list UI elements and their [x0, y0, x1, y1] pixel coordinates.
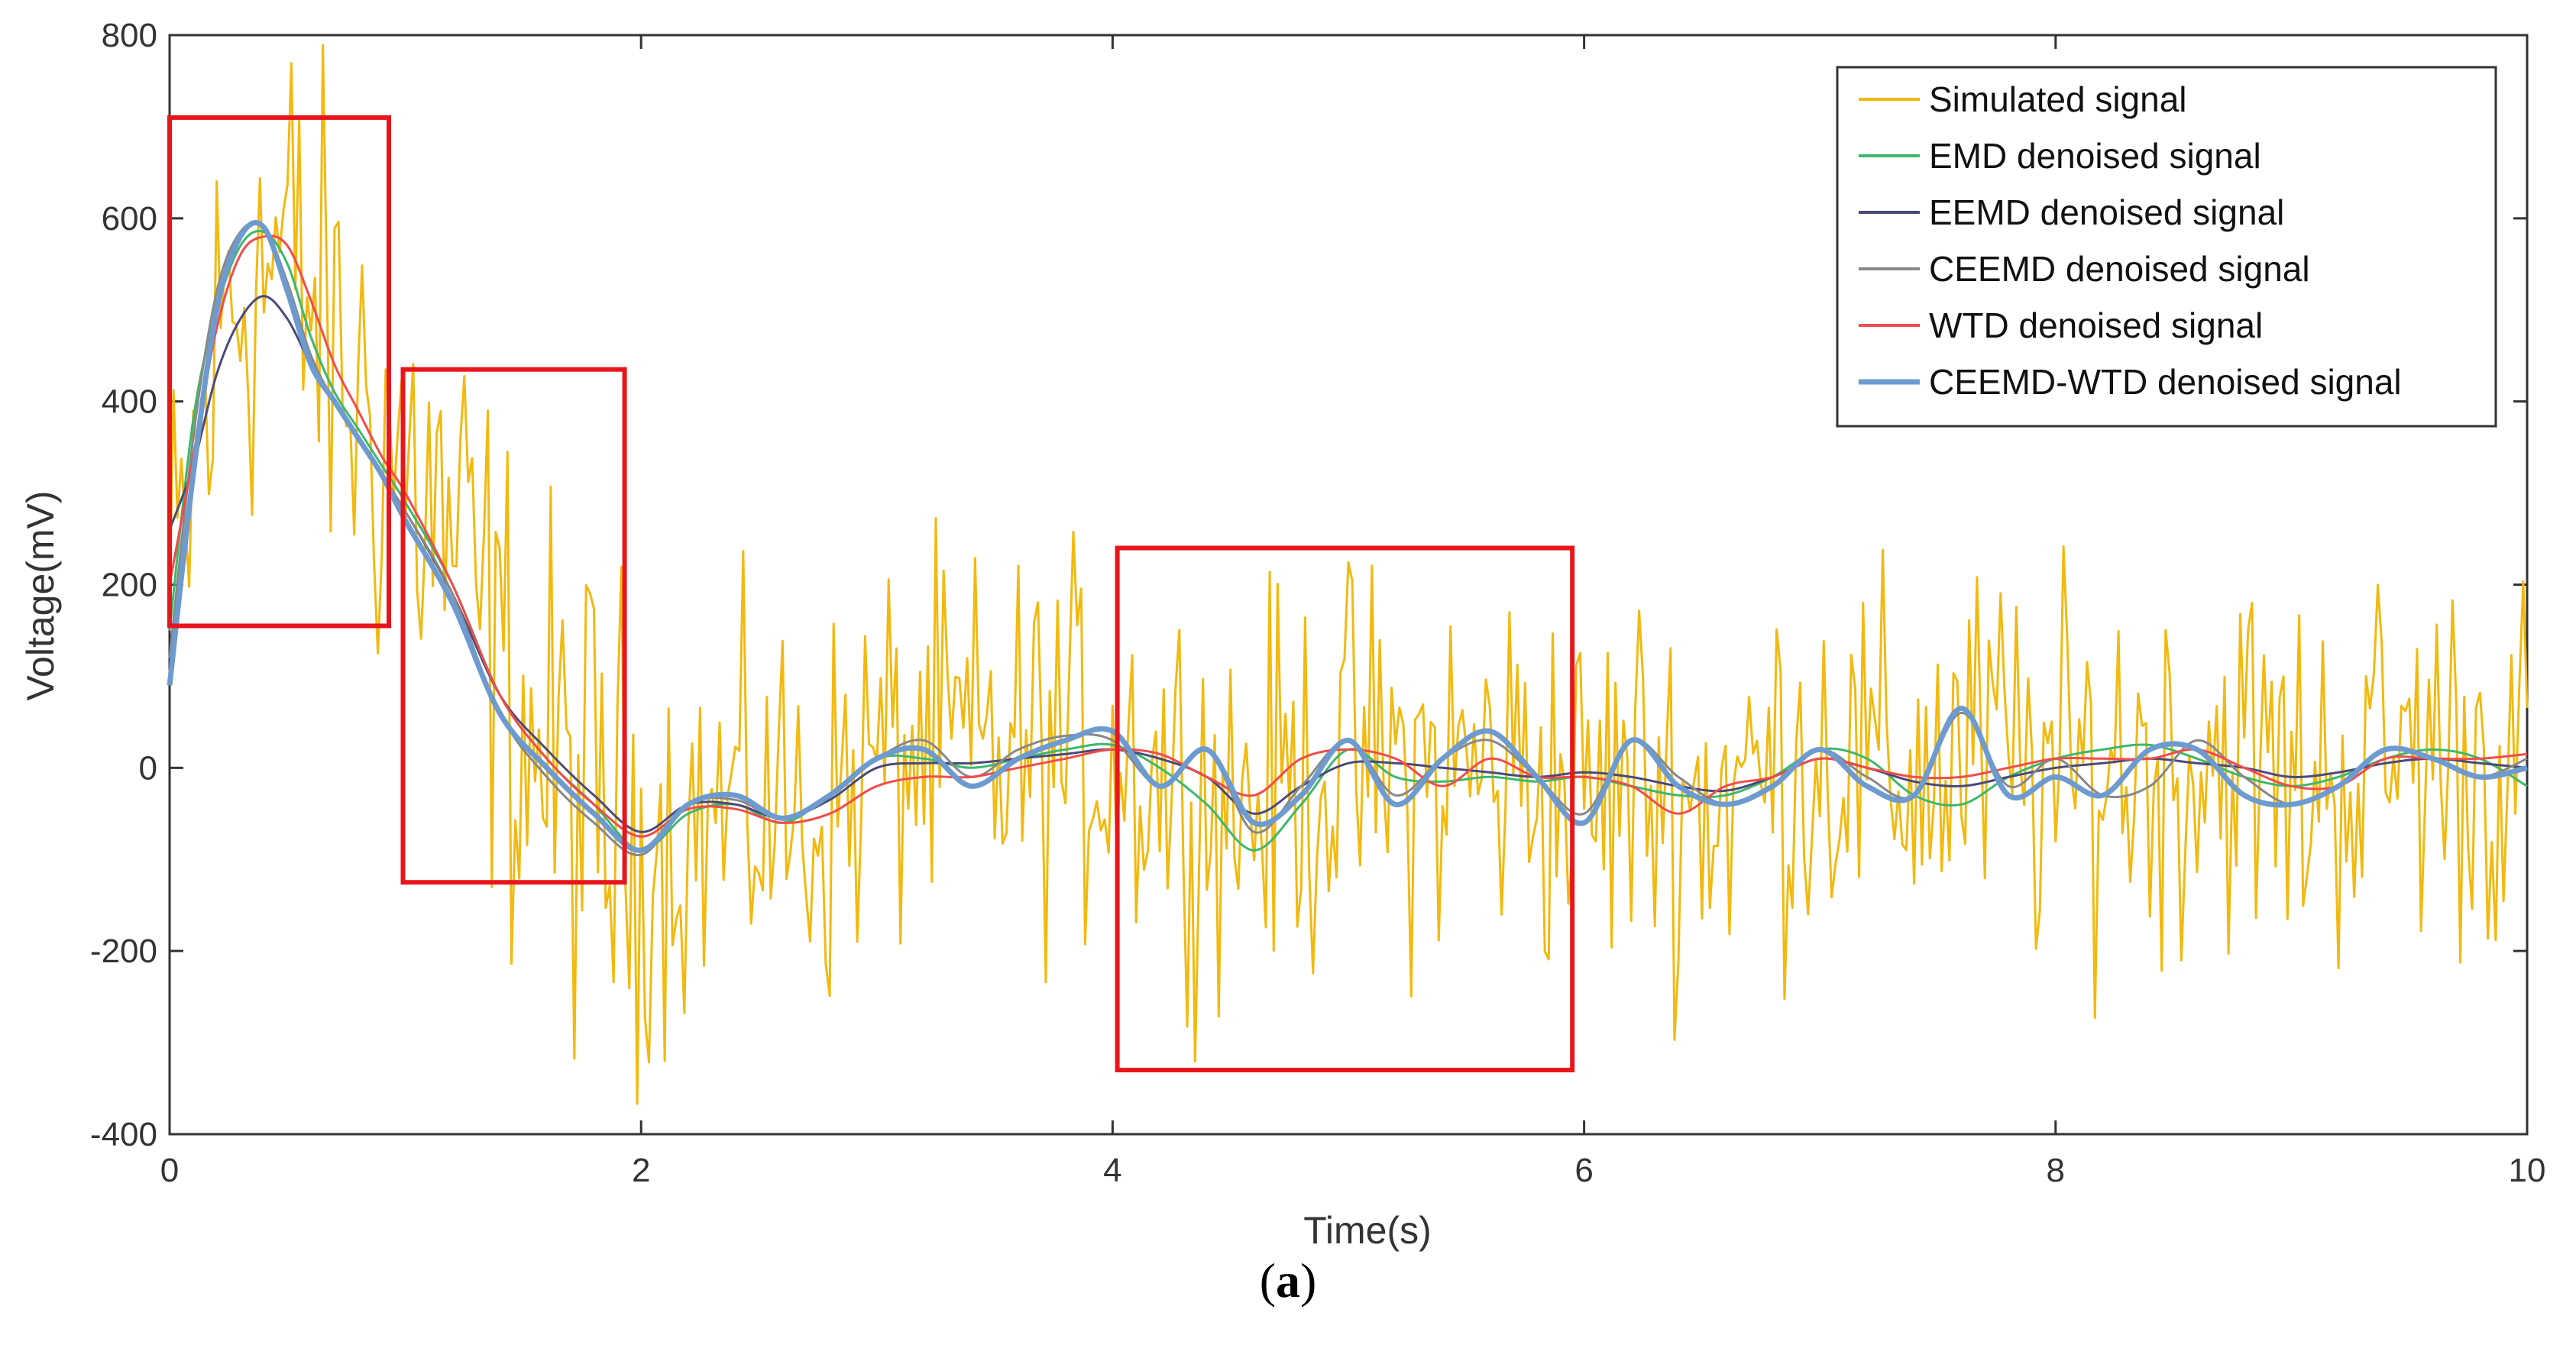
legend-label: Simulated signal: [1929, 79, 2187, 119]
legend-box: [1836, 66, 2497, 428]
series-line-5: [167, 220, 2528, 853]
legend: Simulated signal EMD denoised signal EEMD …: [1836, 66, 2497, 428]
legend-label: WTD denoised signal: [1929, 305, 2263, 345]
series-line-4: [168, 234, 2528, 838]
x-tick-label: 0: [160, 1152, 179, 1189]
y-tick-label: 200: [102, 567, 157, 604]
x-tick-label: 2: [632, 1152, 650, 1189]
legend-label: CEEMD denoised signal: [1929, 249, 2310, 289]
highlight-rect-2: [1115, 545, 1575, 1073]
highlight-rect-0: [167, 115, 391, 629]
series-line-0: [168, 44, 2529, 1105]
y-tick-label: -200: [90, 933, 157, 970]
caption-open: (: [1259, 1253, 1276, 1308]
x-axis-label: Time(s): [1303, 1209, 1432, 1252]
legend-label: EEMD denoised signal: [1929, 192, 2284, 232]
tick-labels: 0 2 4 6 8 10 -400 -200 0 200 400 600 800: [90, 17, 2546, 1189]
x-tick-label: 4: [1103, 1152, 1121, 1189]
caption-letter: a: [1276, 1253, 1300, 1308]
caption-close: ): [1300, 1253, 1317, 1308]
x-tick-label: 10: [2509, 1152, 2546, 1189]
annotation-rects: [167, 115, 1575, 1073]
legend-label: EMD denoised signal: [1929, 136, 2261, 176]
y-tick-label: 400: [102, 383, 157, 421]
plot-lines: [167, 44, 2529, 1105]
y-axis-label: Voltage(mV): [19, 490, 62, 700]
x-tick-label: 6: [1574, 1152, 1593, 1189]
y-tick-label: 0: [139, 749, 157, 787]
y-tick-label: 600: [102, 200, 157, 238]
y-tick-label: -400: [90, 1116, 157, 1153]
legend-label: CEEMD-WTD denoised signal: [1929, 362, 2402, 402]
figure-caption: (a): [0, 1253, 2576, 1309]
y-tick-label: 800: [102, 17, 157, 54]
highlight-rect-1: [400, 367, 627, 885]
x-tick-label: 8: [2047, 1152, 2065, 1189]
